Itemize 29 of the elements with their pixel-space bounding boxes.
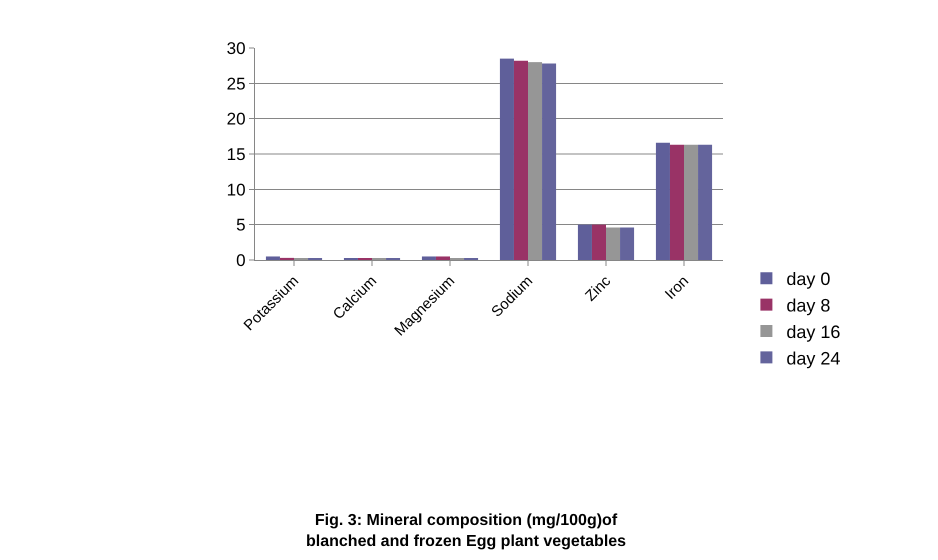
bar (436, 256, 450, 260)
bar (698, 144, 712, 260)
bar (514, 60, 528, 260)
y-tick-label: 20 (226, 110, 246, 129)
bar (542, 64, 556, 260)
legend-label: day 0 (786, 269, 830, 290)
y-tick-label: 5 (236, 216, 246, 235)
x-tick-label: Zinc (582, 272, 614, 305)
y-tick-label: 0 (236, 250, 246, 270)
legend-label: day 8 (786, 296, 830, 316)
bar (670, 144, 684, 260)
legend-label: day 16 (786, 322, 840, 342)
bar (422, 256, 436, 260)
bar (592, 224, 606, 260)
bar (528, 62, 542, 260)
bar (606, 227, 620, 260)
legend-label: day 24 (786, 348, 840, 368)
y-tick-label: 15 (226, 144, 246, 164)
bar (500, 58, 514, 260)
bar (578, 224, 592, 260)
bar (684, 144, 698, 260)
y-tick-label: 10 (226, 180, 246, 200)
bar (266, 256, 280, 260)
text: Fig. 3: Mineral composition (mg/100g)of blanched and frozen Egg plant vegetables (306, 512, 626, 550)
bar (620, 227, 634, 260)
y-tick-label: 30 (226, 38, 246, 58)
bar (656, 142, 670, 260)
y-tick-label: 25 (226, 74, 246, 94)
x-tick-label: Iron (662, 272, 692, 303)
